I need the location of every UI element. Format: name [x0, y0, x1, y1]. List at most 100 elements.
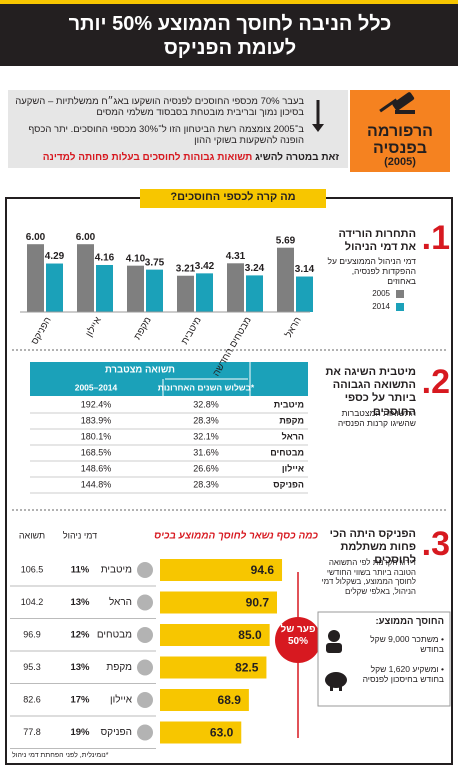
bar: [160, 591, 278, 614]
return-label: 104.2: [21, 597, 44, 607]
value-label: 85.0: [238, 628, 262, 642]
reform-goal-text: זאת במטרה להשיג: [255, 152, 339, 163]
bar: [227, 263, 244, 312]
y-tick-label: מבטחים: [97, 630, 132, 641]
person-icon: [326, 630, 342, 653]
gavel-icon: [379, 92, 415, 114]
table-cell: 168.5%: [81, 447, 112, 457]
bar: [196, 273, 213, 312]
section-number: 1.: [421, 219, 450, 257]
y-tick-label: הראל: [109, 596, 132, 608]
table-cell: מקפת: [279, 415, 304, 425]
bar: [160, 624, 270, 646]
y-tick-label: מיטבית: [101, 565, 132, 576]
value-label: 82.5: [235, 661, 259, 675]
value-label: 3.24: [245, 263, 265, 274]
value-label: 6.00: [26, 232, 46, 243]
return-label: 95.3: [23, 662, 41, 672]
table-cell: 32.1%: [193, 431, 219, 441]
x-tick-label: איילון: [83, 315, 104, 339]
average-saver-title: החוסך הממוצע:: [375, 616, 445, 627]
table-cell: הראל: [282, 431, 304, 441]
value-label: 3.75: [145, 257, 165, 268]
value-label: 63.0: [210, 726, 234, 740]
piggy-icon: [325, 672, 347, 691]
average-saver-item: • משתכר 9,000 שקל בחודש: [370, 634, 444, 655]
x-tick-label: הפניקס: [29, 315, 53, 346]
table-cell: 28.3%: [193, 479, 219, 489]
section-subtitle: דמי הניהול הממוצעים על ההפקדות לפנסיה, ב…: [327, 256, 416, 287]
value-label: 68.9: [218, 693, 242, 707]
return-label: 82.6: [23, 694, 41, 704]
table-cell: מבטחים: [270, 447, 304, 457]
bar: [160, 656, 267, 679]
table-cell: 192.4%: [81, 399, 112, 409]
return-label: 77.8: [23, 727, 41, 737]
legend-swatch: [396, 290, 404, 298]
table-cell: 183.9%: [81, 415, 112, 425]
table-cell: 180.1%: [81, 431, 112, 441]
fee-label: 17%: [70, 695, 90, 706]
bar: [160, 559, 283, 581]
header-background: [0, 0, 458, 66]
y-tick-label: הפניקס: [101, 727, 132, 738]
bar: [296, 276, 313, 312]
bar: [246, 275, 263, 312]
table-cell: 148.6%: [81, 463, 112, 473]
bar: [146, 269, 163, 312]
fee-label: 12%: [70, 630, 90, 641]
reform-goal: זאת במטרה להשיג תשואות גבוהות לחוסכים בע…: [14, 152, 339, 164]
company-logo: [137, 724, 153, 741]
bar: [77, 244, 94, 312]
value-label: 4.16: [95, 253, 115, 264]
bar: [177, 275, 194, 312]
bar: [27, 244, 44, 312]
bar: [96, 264, 113, 312]
table-cell: מיטבית: [274, 399, 304, 409]
bar: [160, 721, 242, 744]
header-stripe: [0, 0, 458, 4]
section-title: מה קרה לכספי החוסכים?: [170, 191, 296, 203]
y-tick-label: איילון: [110, 694, 133, 706]
table-cell: איילון: [282, 463, 304, 473]
value-label: 5.69: [276, 235, 296, 246]
legend-label: 2005: [372, 289, 390, 298]
value-label: 4.29: [45, 251, 65, 262]
gap-circle: [275, 617, 321, 663]
table-group-header: תשואה מצטברת: [105, 365, 175, 376]
header-title: כלל הניבה לחוסך הממוצע 50% יותר לעומת הפ…: [68, 13, 392, 59]
section-subtitle: התשואות המצטברות שהשיגו קרנות הפנסיה: [337, 408, 416, 429]
reform-paragraph: ב־2005 צומצמה רשת הביטחון הזו ל־30% מכספ…: [28, 124, 304, 147]
section-heading: הפניקס היתה הכי פחות משתלמת לחוסכים: [329, 528, 416, 567]
return-label: 96.9: [23, 629, 41, 639]
section-number: 2.: [421, 363, 450, 401]
reform-background: [8, 90, 348, 168]
fee-label: 13%: [70, 597, 90, 608]
average-saver-item: • ומשקיע 1,620 שקל בחודש בחיסכון לפנסיה: [362, 664, 444, 685]
chart-title: כמה כסף נשאר לחוסך הממוצע בכיס: [154, 530, 318, 542]
value-label: 3.21: [176, 263, 196, 274]
legend-swatch: [396, 303, 404, 311]
value-label: 90.7: [246, 596, 270, 610]
fee-label: 11%: [71, 565, 90, 576]
legend-label: 2014: [372, 302, 390, 311]
table-cell: 26.6%: [193, 463, 219, 473]
arrow-head: [312, 124, 324, 132]
fee-label: 13%: [70, 662, 90, 673]
section-subtitle: דירוג הקרנות לפי התשואה הטובה ביותר בשוו…: [321, 558, 416, 596]
x-tick-label: הראל: [282, 315, 303, 340]
footnote: *נומינלית, לפני הפחתת דמי ניהול: [12, 752, 109, 759]
table-cell: הפניקס: [273, 479, 304, 489]
table-cell: 31.6%: [193, 447, 219, 457]
value-label: 4.31: [226, 251, 246, 262]
company-logo: [137, 692, 153, 708]
company-logo: [137, 659, 153, 676]
y-tick-label: מקפת: [106, 662, 132, 673]
reform-label: הרפורמה בפנסיה: [367, 123, 433, 157]
table-column-header: בשלוש השנים האחרונות*: [158, 382, 255, 392]
fee-label: 19%: [70, 727, 90, 738]
x-tick-label: מקפת: [132, 315, 154, 342]
reform-paragraph: בעבר 70% מכספי החוסכים לפנסיה הושקעו באג…: [15, 96, 304, 119]
